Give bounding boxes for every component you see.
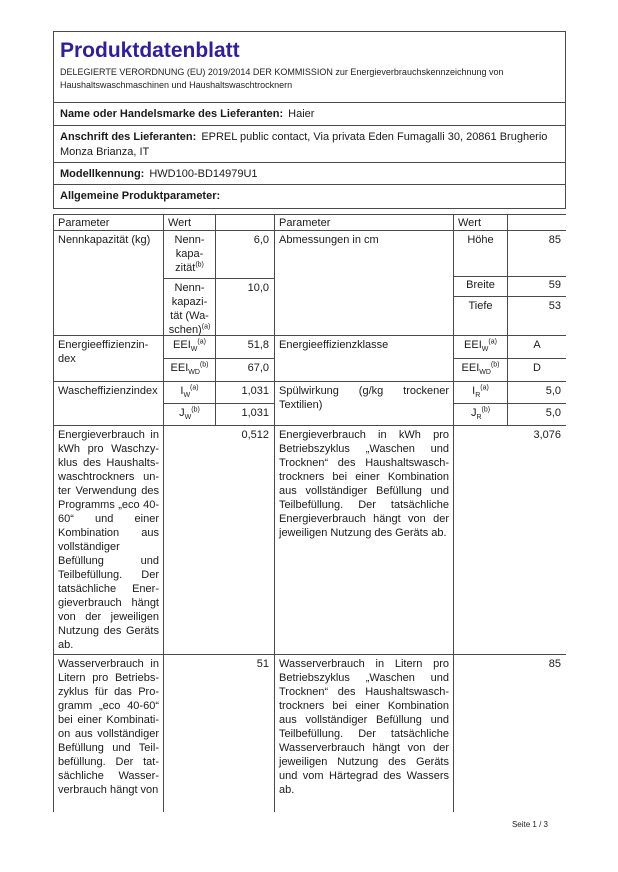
eei-wd-value: 67,0 — [216, 359, 275, 382]
wash-iw-base: I — [180, 385, 184, 397]
eei-wd-sup: (b) — [199, 361, 209, 369]
eei-class-wd-base: EEI — [461, 362, 480, 374]
wash-jw-sup: (b) — [191, 406, 200, 414]
energy-right-value: 3,076 — [454, 426, 566, 655]
supplier-name-row: Name oder Handelsmarke des Lieferanten: H… — [54, 102, 565, 125]
eei-w-sub: W — [190, 346, 198, 354]
rinse-ir-base: I — [472, 385, 476, 397]
page-title: Produktdatenblatt — [60, 39, 240, 62]
capacity-sub2-sup: (a) — [201, 323, 211, 331]
eei-class-wd-sup: (b) — [490, 361, 500, 369]
capacity-sub2-value: 10,0 — [216, 279, 275, 336]
eei-class-wd-symbol: EEIWD(b) — [454, 359, 508, 382]
energy-right-text: Energieverbrauch in kWh pro Betriebszykl… — [275, 426, 454, 655]
col-header-parameter-left: Parameter — [54, 215, 164, 231]
dimension-breite-value: 59 — [508, 277, 566, 297]
eei-wd-sub: WD — [188, 369, 200, 377]
capacity-sub1-label: Nenn- kapa- zität — [174, 234, 205, 274]
wash-jw-base: J — [179, 407, 185, 419]
water-right-value: 85 — [454, 655, 566, 812]
eei-class-w-sub: W — [481, 346, 489, 354]
col-header-wert-right: Wert — [454, 215, 508, 231]
title-block: Produktdatenblatt DELEGIERTE VERORDNUNG … — [54, 32, 565, 102]
dimensions-label-cell: Abmessungen in cm — [275, 231, 454, 336]
capacity-sub1-value: 6,0 — [216, 231, 275, 279]
rinse-ir-symbol: IR(a) — [454, 382, 508, 404]
dimension-hoehe-label: Höhe — [454, 231, 508, 277]
model-label: Modellkennung: — [60, 168, 145, 180]
eei-class-label-cell: Energieeffizienzklasse — [275, 336, 454, 382]
wash-jw-value: 1,031 — [216, 404, 275, 426]
model-value: HWD100-BD14979U1 — [149, 168, 258, 180]
rinse-jr-value: 5,0 — [508, 404, 566, 426]
general-parameters-row: Allgemeine Produktparameter: — [54, 184, 565, 208]
wash-iw-symbol: IW(a) — [164, 382, 216, 404]
supplier-name-label: Name oder Handelsmarke des Lieferanten: — [60, 108, 284, 120]
water-left-text: Wasserverbrauch in Litern pro Betriebs­z… — [54, 655, 164, 812]
general-parameters-heading: Allgemeine Produktparameter: — [60, 190, 221, 202]
wash-label-cell: Wascheffizienzin­dex — [54, 382, 164, 426]
dimension-breite-label: Breite — [454, 277, 508, 297]
col-header-wert-left-spacer — [216, 215, 275, 231]
dimension-hoehe-value: 85 — [508, 231, 566, 277]
rinse-ir-value: 5,0 — [508, 382, 566, 404]
eei-wd-symbol: EEIWD(b) — [164, 359, 216, 382]
supplier-address-value: EPREL public contact, Via privata Eden F… — [60, 131, 548, 158]
eei-w-base: EEI — [173, 339, 191, 351]
eei-class-w-base: EEI — [464, 339, 482, 351]
eei-w-symbol: EEIW(a) — [164, 336, 216, 359]
eei-w-value: 51,8 — [216, 336, 275, 359]
rinse-label-cell: Spülwirkung (g/kg trockener Textilien) — [275, 382, 454, 426]
eei-class-w-symbol: EEIW(a) — [454, 336, 508, 359]
rinse-jr-base: J — [470, 407, 477, 419]
model-row: Modellkennung: HWD100-BD14979U1 — [54, 162, 565, 184]
capacity-sub1-label-cell: Nenn- kapa- zität(b) — [164, 231, 216, 279]
rinse-ir-sub: R — [475, 392, 481, 400]
wash-iw-sup: (a) — [190, 384, 199, 392]
supplier-address-row: Anschrift des Lieferanten: EPREL public c… — [54, 125, 565, 162]
col-header-wert-left: Wert — [164, 215, 216, 231]
capacity-sub2-label-cell: Nenn- kapazi- tät (Wa- schen)(a) — [164, 279, 216, 336]
dimension-tiefe-label: Tiefe — [454, 297, 508, 336]
rinse-jr-sub: R — [476, 414, 482, 422]
eei-class-wd-sub: WD — [479, 369, 491, 377]
eei-class-w-sup: (a) — [488, 338, 497, 346]
wash-jw-symbol: JW(b) — [164, 404, 216, 426]
col-header-parameter-right: Parameter — [275, 215, 454, 231]
energy-left-value: 0,512 — [164, 426, 275, 655]
eei-wd-base: EEI — [170, 362, 189, 374]
eei-label-cell: Energieeffizienzin­dex — [54, 336, 164, 382]
capacity-sub1-sup: (b) — [195, 261, 204, 269]
dimension-tiefe-value: 53 — [508, 297, 566, 336]
supplier-address-label: Anschrift des Lieferanten: — [60, 131, 197, 143]
capacity-label-cell: Nennkapazität (kg) — [54, 231, 164, 336]
page-number: Seite 1 / 3 — [511, 820, 548, 829]
regulation-text: DELEGIERTE VERORDNUNG (EU) 2019/2014 DER… — [60, 67, 504, 90]
wash-iw-sub: W — [183, 392, 191, 400]
rinse-ir-sup: (a) — [480, 384, 489, 392]
parameters-table: Parameter Wert Parameter Wert Nennkapazi… — [53, 214, 566, 812]
eei-class-wd-value: D — [508, 359, 566, 382]
rinse-jr-sup: (b) — [481, 406, 491, 414]
supplier-name-value: Haier — [288, 108, 315, 120]
eei-w-sup: (a) — [197, 338, 206, 346]
energy-left-text: Energieverbrauch in kWh pro Waschzy­klus… — [54, 426, 164, 655]
water-right-text: Wasserverbrauch in Litern pro Betriebszy… — [275, 655, 454, 812]
wash-jw-sub: W — [184, 414, 192, 422]
capacity-sub2-label: Nenn- kapazi- tät (Wa- schen) — [168, 282, 209, 336]
rinse-jr-symbol: JR(b) — [454, 404, 508, 426]
col-header-wert-right-spacer — [508, 215, 566, 231]
header-section-stack: Produktdatenblatt DELEGIERTE VERORDNUNG … — [53, 31, 566, 209]
water-left-value: 51 — [164, 655, 275, 812]
wash-iw-value: 1,031 — [216, 382, 275, 404]
eei-class-w-value: A — [508, 336, 566, 359]
